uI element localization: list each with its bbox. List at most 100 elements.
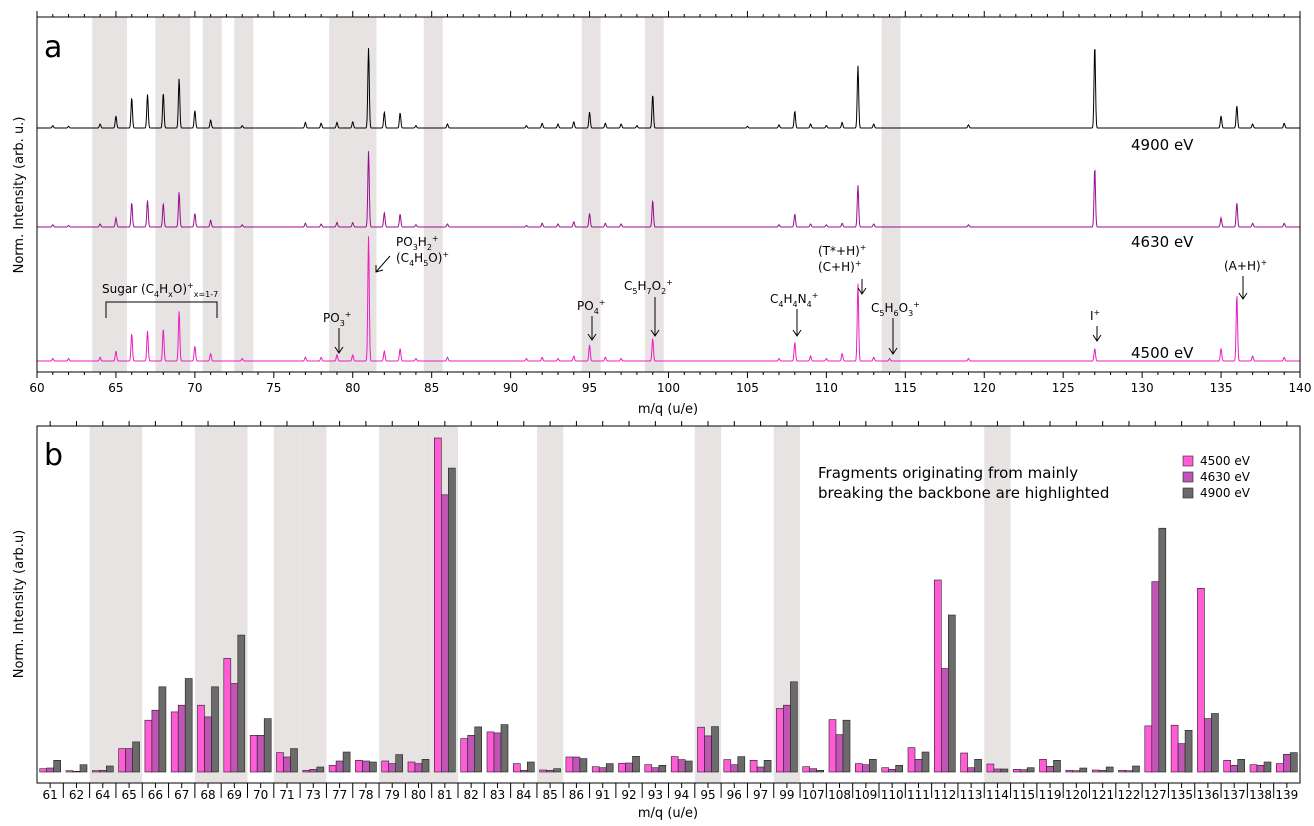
- legend-swatch-0: [1182, 455, 1194, 467]
- category-label: 114: [986, 788, 1009, 802]
- category-label: 113: [960, 788, 983, 802]
- panel-a-arrows: [334, 255, 1248, 355]
- bar-99-4900-eV: [790, 681, 798, 773]
- bar-135-4900-eV: [1184, 729, 1193, 773]
- bar-113-4630-eV: [967, 767, 975, 773]
- bar-77-4630-eV: [335, 760, 344, 773]
- bar-137-4900-eV: [1237, 758, 1245, 773]
- bar-113-4900-eV: [974, 758, 982, 773]
- bar-86-4500-eV: [565, 756, 574, 773]
- bar-84-4900-eV: [526, 761, 535, 773]
- bar-61-4500-eV: [39, 768, 48, 773]
- bar-120-4630-eV: [1072, 770, 1081, 773]
- panel-b-legend: 4500 eV 4630 eV 4900 eV: [1182, 454, 1251, 500]
- category-label: 121: [1091, 788, 1114, 802]
- panel-b-xlabel: m/q (u/e): [638, 806, 698, 821]
- category-label: 107: [802, 788, 825, 802]
- bar-92-4500-eV: [618, 762, 626, 773]
- svg-text:I+: I+: [1090, 308, 1100, 323]
- highlight-band-a-7: [644, 17, 664, 372]
- svg-text:PO4+: PO4+: [577, 298, 605, 316]
- bar-77-4500-eV: [328, 764, 337, 773]
- category-label: 120: [1065, 788, 1088, 802]
- bar-115-4630-eV: [1019, 769, 1028, 773]
- arrow-aplush: [1238, 276, 1248, 300]
- arrow-po3: [334, 328, 344, 354]
- category-label: 85: [542, 788, 557, 802]
- x-tick-label: 70: [187, 381, 202, 395]
- highlight-band-b-79: [379, 426, 406, 783]
- category-label: 111: [907, 788, 930, 802]
- highlight-band-a-8: [881, 17, 901, 372]
- bar-121-4630-eV: [1098, 769, 1107, 773]
- panel-a-ylabel: Norm. Intensity (arb. u.): [12, 117, 27, 274]
- svg-text:PO3+: PO3+: [323, 310, 351, 328]
- bar-71-4630-eV: [283, 756, 291, 773]
- bar-93-4630-eV: [651, 767, 660, 773]
- panel-a: 60 65 70 75 80 85 90 95 100 105 110 115 120 125 130 135…: [12, 11, 1311, 417]
- x-tick-label: 110: [815, 381, 838, 395]
- bar-62-4900-eV: [79, 764, 88, 773]
- bar-136-4900-eV: [1211, 713, 1219, 773]
- bar-95-4900-eV: [711, 726, 719, 773]
- bar-136-4500-eV: [1197, 587, 1205, 773]
- category-label: 108: [828, 788, 851, 802]
- legend-label-1: 4630 eV: [1200, 470, 1251, 484]
- category-label: 68: [200, 788, 215, 802]
- category-label: 136: [1196, 788, 1219, 802]
- bar-114-4630-eV: [993, 768, 1002, 773]
- x-tick-label: 100: [657, 381, 680, 395]
- arrow-tstar: [857, 279, 867, 295]
- svg-text:PO3H2+: PO3H2+: [396, 234, 439, 252]
- highlight-band-b-114: [984, 426, 1011, 783]
- bar-119-4630-eV: [1046, 765, 1054, 773]
- bar-86-4630-eV: [572, 756, 581, 773]
- bar-68-4500-eV: [197, 704, 205, 773]
- bar-99-4630-eV: [783, 704, 791, 773]
- svg-text:(C4H5O)+: (C4H5O)+: [396, 250, 449, 268]
- bar-84-4500-eV: [512, 763, 521, 773]
- x-tick-label: 90: [503, 381, 518, 395]
- bar-135-4500-eV: [1170, 724, 1179, 773]
- bar-83-4900-eV: [500, 724, 509, 773]
- highlight-band-b-73: [300, 426, 327, 783]
- category-label: 70: [253, 788, 268, 802]
- category-label: 99: [779, 788, 794, 802]
- bar-80-4500-eV: [407, 761, 416, 773]
- x-tick-label: 65: [108, 381, 123, 395]
- energy-label-4500: 4500 eV: [1131, 344, 1194, 362]
- category-label: 137: [1223, 788, 1246, 802]
- annotation-tstar: (T*+H)+ (C+H)+: [818, 243, 866, 274]
- bar-110-4900-eV: [895, 764, 904, 773]
- arrow-po3h2: [375, 255, 391, 273]
- bar-115-4500-eV: [1012, 768, 1021, 773]
- category-label: 127: [1144, 788, 1167, 802]
- bar-137-4630-eV: [1230, 764, 1238, 773]
- arrow-c5h7o2: [650, 297, 660, 337]
- bar-109-4500-eV: [854, 763, 863, 773]
- bar-66-4900-eV: [158, 686, 167, 773]
- panel-b-ticks: 61 62 64 65 66 67 68 69 70 71 73 77 78 79 80 81 82 83 84 85…: [43, 421, 1298, 802]
- panel-b-note-line1: Fragments originating from mainly: [818, 464, 1078, 482]
- category-label: 77: [332, 788, 347, 802]
- x-tick-label: 140: [1289, 381, 1312, 395]
- highlight-band-b-85: [536, 426, 564, 783]
- bar-110-4500-eV: [881, 767, 890, 773]
- panel-a-traces: [37, 48, 1300, 362]
- bar-85-4630-eV: [546, 769, 554, 773]
- arrow-c4h4n4: [792, 309, 802, 337]
- bar-122-4500-eV: [1118, 769, 1126, 773]
- bar-80-4630-eV: [414, 763, 423, 773]
- annotation-c4h4n4: C4H4N4+: [770, 291, 818, 309]
- trace-4900-eV: [37, 48, 1300, 129]
- arrow-po4: [587, 316, 597, 341]
- svg-text:C4H4N4+: C4H4N4+: [770, 291, 818, 309]
- bar-82-4900-eV: [474, 726, 483, 773]
- x-tick-label: 115: [894, 381, 917, 395]
- category-label: 71: [279, 788, 294, 802]
- bar-71-4900-eV: [290, 748, 298, 773]
- annotation-po3: PO3+: [323, 310, 351, 328]
- trace-4630-eV: [37, 151, 1300, 228]
- panel-b-ylabel: Norm. Intensity (arb.u): [12, 530, 27, 679]
- bar-122-4900-eV: [1132, 765, 1140, 773]
